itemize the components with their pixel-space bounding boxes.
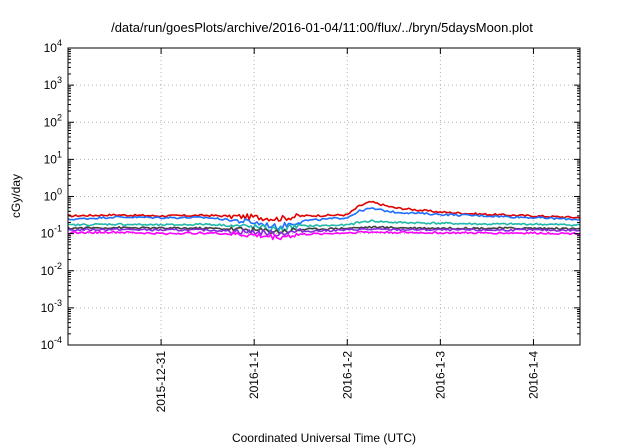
x-tick-label: 2016-1-3: [433, 351, 447, 399]
series-line: [67, 200, 581, 222]
y-tick-label: 101: [44, 149, 62, 166]
y-tick-label: 102: [44, 112, 62, 129]
series-line: [67, 230, 581, 241]
y-tick-label: 10-2: [41, 261, 62, 278]
grid: [68, 48, 580, 345]
x-axis: 2015-12-31 2016-1-1 2016-1-2 2016-1-3 2016-1…: [154, 48, 540, 412]
x-tick-label: 2016-1-4: [526, 351, 540, 399]
y-axis-label: cGy/day: [9, 174, 23, 218]
chart-title: /data/run/goesPlots/archive/2016-01-04/1…: [111, 20, 533, 35]
y-tick-label: 10-1: [41, 224, 62, 241]
series-line: [67, 227, 581, 237]
y-tick-label: 10-3: [41, 298, 62, 315]
y-tick-label: 10-4: [41, 335, 62, 352]
series-group: [67, 200, 581, 241]
series-line: [67, 207, 580, 231]
x-tick-label: 2016-1-2: [340, 351, 354, 399]
x-tick-label: 2016-1-1: [247, 351, 261, 399]
y-tick-label: 100: [44, 187, 62, 204]
x-axis-label: Coordinated Universal Time (UTC): [232, 431, 416, 445]
y-axis: 10-4 10-3 10-2 10-1 100 101 102 103 104: [41, 38, 580, 352]
y-tick-label: 104: [44, 38, 62, 55]
x-tick-label: 2015-12-31: [154, 351, 168, 413]
series-line: [67, 219, 581, 232]
y-tick-label: 103: [44, 75, 62, 92]
